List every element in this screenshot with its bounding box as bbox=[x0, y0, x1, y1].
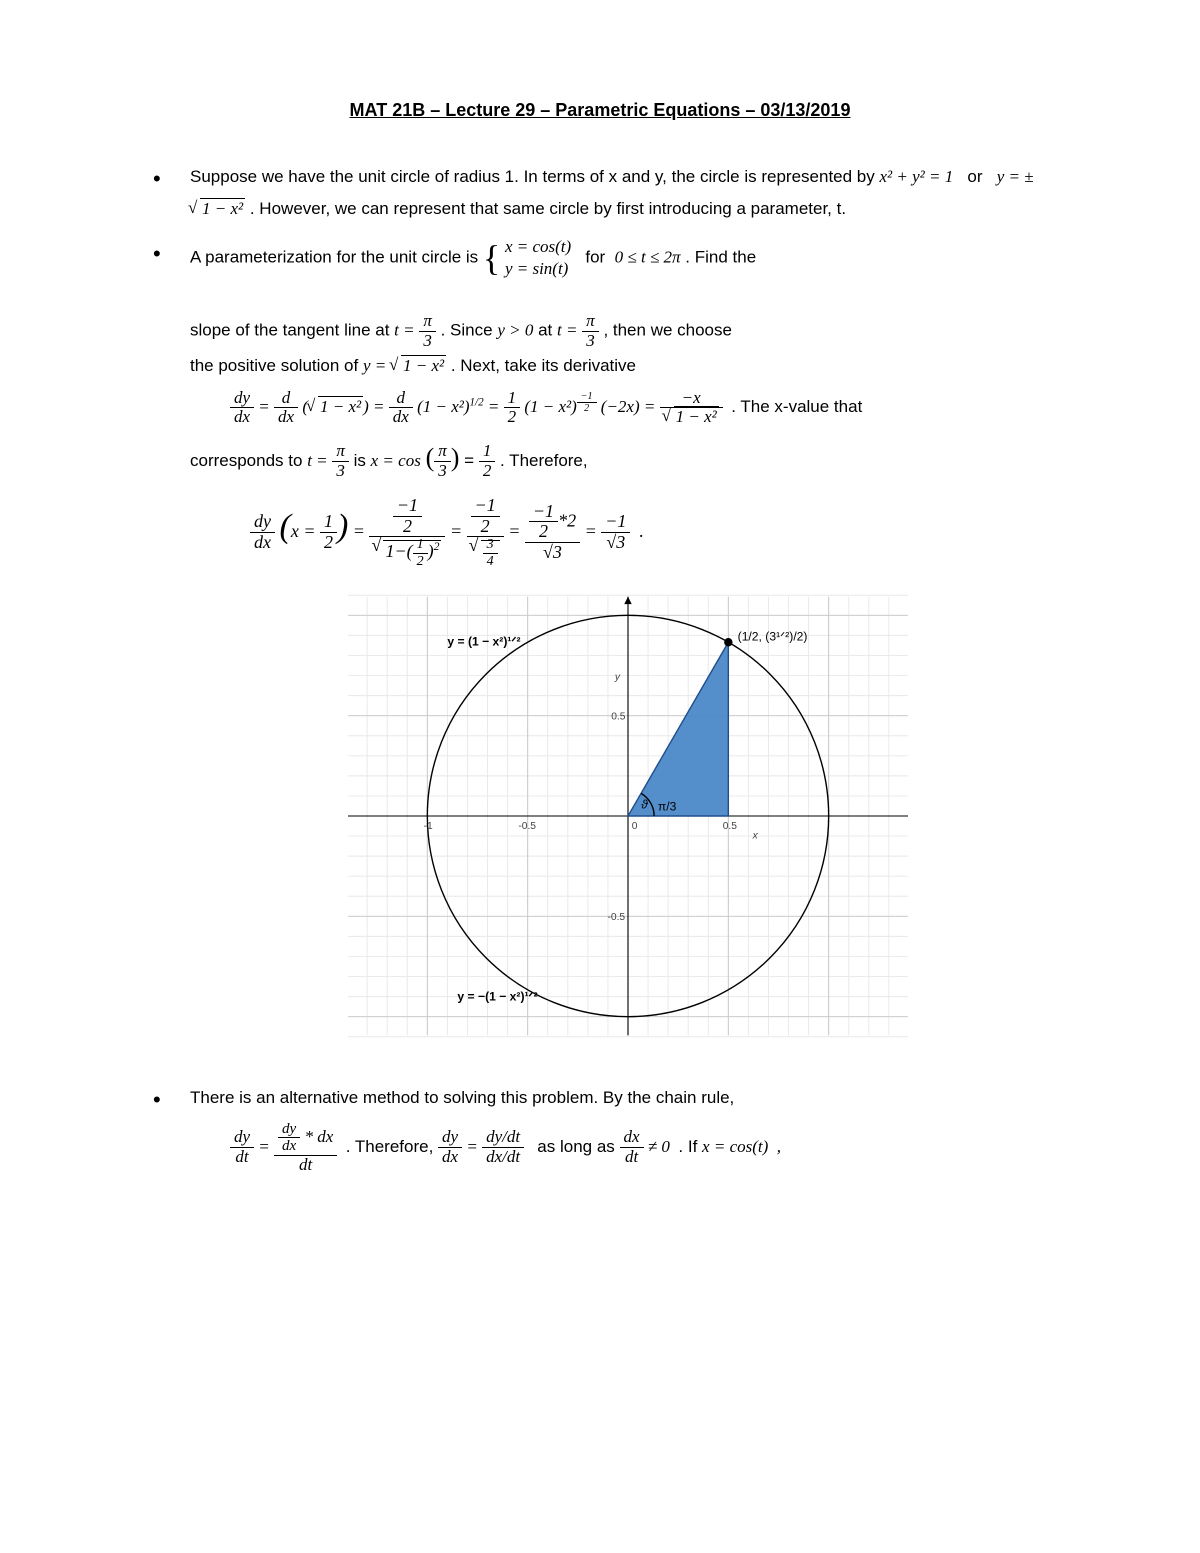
svg-text:(1/2, (3¹ᐟ²)/2): (1/2, (3¹ᐟ²)/2) bbox=[737, 629, 807, 643]
svg-text:π/3: π/3 bbox=[657, 799, 676, 813]
chain-rule-line: dy dt = dydx * dx dt . Therefore, dydx =… bbox=[230, 1121, 1065, 1175]
b1-eq2-sqrt: 1 − x² bbox=[190, 193, 245, 225]
b1-or: or bbox=[967, 167, 982, 186]
b2-k: is bbox=[354, 451, 371, 470]
b2-a: A parameterization for the unit circle i… bbox=[190, 247, 483, 266]
svg-text:y = −(1 − x²)¹ᐟ²: y = −(1 − x²)¹ᐟ² bbox=[457, 990, 537, 1004]
b1-text-a: Suppose we have the unit circle of radiu… bbox=[190, 167, 879, 186]
b2-b: . Find the bbox=[685, 247, 756, 266]
svg-text:-0.5: -0.5 bbox=[607, 912, 625, 923]
b2-h: . Next, take its derivative bbox=[451, 356, 636, 375]
b2-j: corresponds to bbox=[190, 451, 307, 470]
ygt0: y > 0 bbox=[497, 321, 533, 340]
param-system: { x = cos(t) y = sin(t) bbox=[483, 236, 571, 280]
b2-e: at bbox=[538, 321, 557, 340]
t-eq: t = bbox=[394, 321, 414, 340]
svg-text:ϑ: ϑ bbox=[641, 798, 648, 812]
b1-text-c: . However, we can represent that same ci… bbox=[250, 199, 846, 218]
b2-l: . Therefore, bbox=[500, 451, 588, 470]
page-title: MAT 21B – Lecture 29 – Parametric Equati… bbox=[135, 100, 1065, 121]
svg-text:x: x bbox=[751, 830, 758, 841]
b2-d: . Since bbox=[441, 321, 498, 340]
derivative-line: dydx = ddx (1 − x²) = ddx (1 − x²)1/2 = … bbox=[230, 389, 1065, 427]
b2-c: slope of the tangent line at bbox=[190, 321, 394, 340]
b2-f: , then we choose bbox=[603, 321, 732, 340]
bullet-3: There is an alternative method to solvin… bbox=[135, 1082, 1065, 1174]
b2-g: the positive solution of bbox=[190, 356, 363, 375]
svg-text:0: 0 bbox=[631, 821, 637, 832]
b1-eq1: x² + y² = 1 bbox=[879, 167, 953, 186]
b2-range: 0 ≤ t ≤ 2π bbox=[615, 247, 681, 266]
svg-text:y = (1 − x²)¹ᐟ²: y = (1 − x²)¹ᐟ² bbox=[447, 635, 520, 649]
big-fraction-eq: dydx (x = 12) = −12 1−(12)2 = −12 34 = −… bbox=[250, 495, 1065, 570]
svg-text:-1: -1 bbox=[423, 821, 432, 832]
svg-text:-0.5: -0.5 bbox=[518, 821, 536, 832]
b1-eq2-pre: y = ± bbox=[997, 167, 1034, 186]
pos-pre: y = bbox=[363, 356, 386, 375]
bullet-1: Suppose we have the unit circle of radiu… bbox=[135, 161, 1065, 226]
svg-text:0.5: 0.5 bbox=[611, 711, 626, 722]
bullet-2: A parameterization for the unit circle i… bbox=[135, 236, 1065, 1063]
unit-circle-diagram: y = (1 − x²)¹ᐟ² y = −(1 − x²)¹ᐟ² (1/2, (3¹… bbox=[190, 581, 1065, 1062]
svg-text:y: y bbox=[613, 672, 620, 683]
svg-text:0.5: 0.5 bbox=[722, 821, 737, 832]
b3-a: There is an alternative method to solvin… bbox=[190, 1088, 734, 1107]
